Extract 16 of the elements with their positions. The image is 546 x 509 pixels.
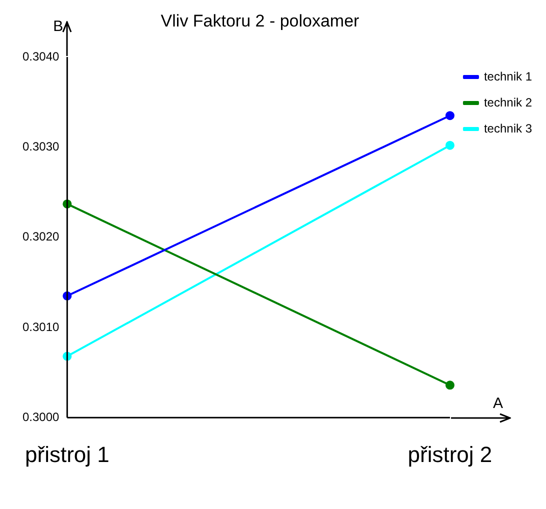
legend-label: technik 2 bbox=[484, 95, 532, 110]
legend-label: technik 3 bbox=[484, 121, 532, 136]
point bbox=[445, 111, 454, 120]
x-tick-label: přistroj 1 bbox=[25, 442, 110, 467]
legend-label: technik 1 bbox=[484, 69, 532, 84]
point bbox=[445, 380, 454, 390]
x-axis-title: A bbox=[492, 395, 503, 412]
y-tick-label: 0.3040 bbox=[22, 49, 60, 64]
chart-title: Vliv Faktoru 2 - poloxamer bbox=[160, 12, 360, 31]
y-tick-label: 0.3010 bbox=[22, 320, 60, 334]
x-tick-label: přistroj 2 bbox=[408, 442, 492, 467]
y-axis-title: B bbox=[53, 18, 64, 36]
y-tick-label: 0.3020 bbox=[22, 230, 60, 244]
y-tick-label: 0.3030 bbox=[22, 139, 60, 154]
point bbox=[445, 140, 454, 150]
y-tick-label: 0.3000 bbox=[22, 410, 60, 424]
